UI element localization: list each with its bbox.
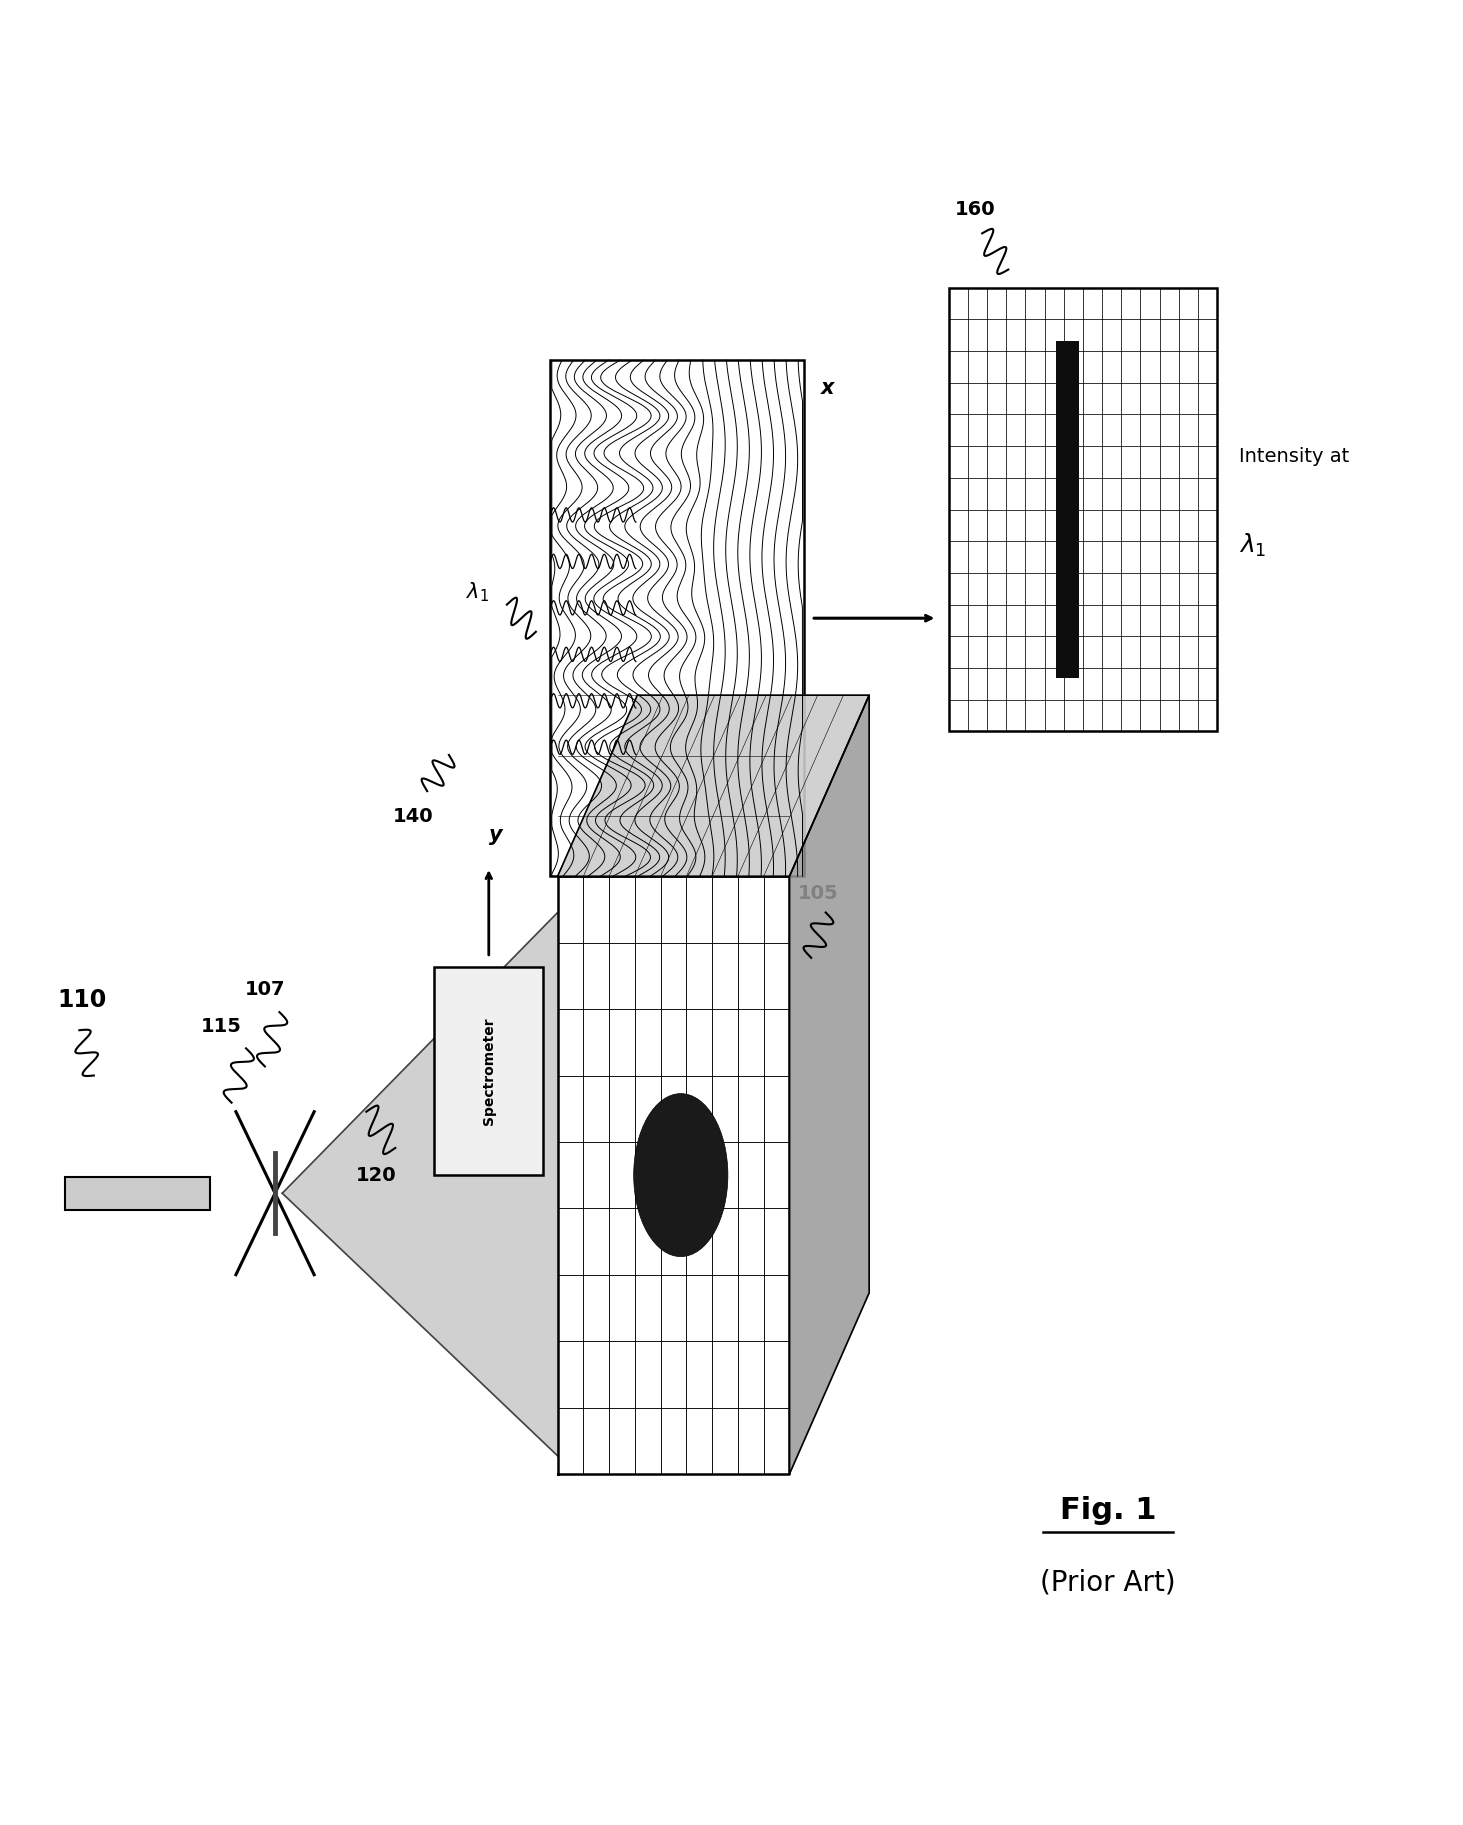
Text: Intensity at: Intensity at (1239, 447, 1349, 465)
Text: 160: 160 (955, 201, 995, 219)
Ellipse shape (633, 1093, 729, 1257)
Bar (550, 360, 805, 876)
Text: 115: 115 (200, 1017, 241, 1035)
Bar (435, 967, 543, 1175)
Bar (1056, 341, 1078, 679)
Text: $\lambda_1$: $\lambda_1$ (467, 580, 490, 604)
Polygon shape (557, 695, 869, 876)
Text: y: y (489, 825, 503, 845)
Text: 140: 140 (392, 807, 433, 827)
Text: 107: 107 (244, 980, 285, 1000)
Text: 120: 120 (356, 1166, 396, 1184)
Text: 110: 110 (57, 987, 107, 1013)
Text: Fig. 1: Fig. 1 (1061, 1496, 1157, 1524)
Polygon shape (282, 912, 557, 1456)
Text: 105: 105 (799, 885, 838, 903)
Text: x: x (821, 378, 835, 398)
Polygon shape (790, 695, 869, 1475)
Bar (64, 1177, 209, 1210)
Text: Spectrometer: Spectrometer (481, 1017, 496, 1124)
Text: $\lambda_1$: $\lambda_1$ (1239, 531, 1265, 558)
Text: (Prior Art): (Prior Art) (1040, 1570, 1176, 1597)
Bar (949, 288, 1217, 732)
